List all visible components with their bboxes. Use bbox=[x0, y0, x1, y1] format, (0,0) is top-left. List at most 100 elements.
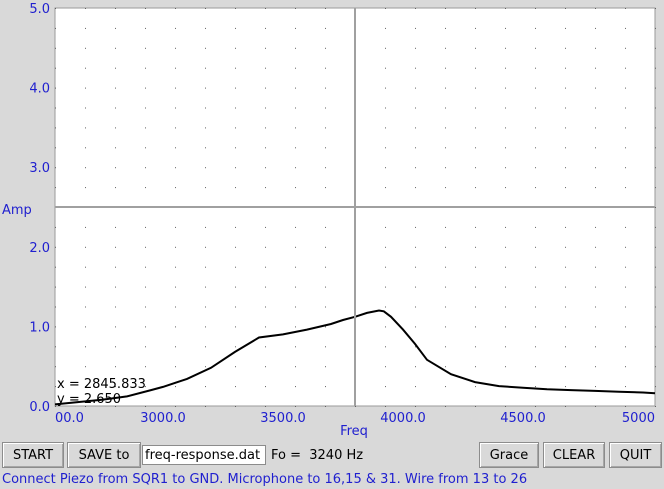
grid-dot bbox=[505, 226, 506, 228]
grid-dot bbox=[415, 87, 416, 89]
grid-dot bbox=[385, 27, 386, 29]
grid-dot bbox=[535, 286, 536, 288]
grid-dot bbox=[295, 187, 296, 189]
grid-dot bbox=[205, 306, 206, 308]
grid-dot bbox=[115, 8, 116, 9]
grid-dot bbox=[655, 226, 656, 228]
grid-dot bbox=[475, 87, 476, 89]
grid-dot bbox=[625, 167, 626, 169]
grid-dot bbox=[145, 107, 146, 109]
grid-dot bbox=[385, 226, 386, 228]
quit-button[interactable]: QUIT bbox=[609, 442, 662, 468]
grid-dot bbox=[205, 67, 206, 69]
grid-dot bbox=[175, 246, 176, 248]
grid-dot bbox=[145, 406, 146, 407]
grid-dot bbox=[565, 306, 566, 308]
clear-button[interactable]: CLEAR bbox=[543, 442, 605, 468]
x-tick-label: 4500.0 bbox=[500, 411, 546, 426]
grid-dot bbox=[445, 246, 446, 248]
grid-dot bbox=[655, 127, 656, 129]
grid-dot bbox=[655, 366, 656, 368]
grid-dot bbox=[595, 246, 596, 248]
grid-dot bbox=[475, 226, 476, 228]
grid-dot bbox=[175, 226, 176, 228]
grid-dot bbox=[445, 266, 446, 268]
grid-dot bbox=[625, 406, 626, 407]
grid-dot bbox=[115, 366, 116, 368]
grid-dot bbox=[235, 127, 236, 129]
grid-dot bbox=[595, 107, 596, 109]
grid-dot bbox=[655, 107, 656, 109]
x-tick-label: 5000 bbox=[622, 411, 655, 426]
grid-dot bbox=[265, 346, 266, 348]
grid-dot bbox=[115, 386, 116, 388]
start-button[interactable]: START bbox=[2, 442, 64, 468]
grid-dot bbox=[205, 187, 206, 189]
grid-dot bbox=[235, 386, 236, 388]
grid-dot bbox=[445, 346, 446, 348]
grid-dot bbox=[85, 346, 86, 348]
grid-dot bbox=[535, 386, 536, 388]
grid-dot bbox=[415, 286, 416, 288]
grid-dot bbox=[145, 226, 146, 228]
grid-dot bbox=[565, 87, 566, 89]
grid-dot bbox=[355, 406, 356, 407]
grid-dot bbox=[505, 266, 506, 268]
grid-dot bbox=[175, 167, 176, 169]
grid-dot bbox=[235, 187, 236, 189]
grid-dot bbox=[265, 47, 266, 49]
grid-dot bbox=[625, 27, 626, 29]
grid-dot bbox=[145, 346, 146, 348]
grid-dot bbox=[325, 147, 326, 149]
grid-dot bbox=[475, 127, 476, 129]
grid-dot bbox=[325, 107, 326, 109]
grid-dot bbox=[265, 386, 266, 388]
grid-dot bbox=[115, 107, 116, 109]
toolbar: START SAVE to Fo = 3240 Hz Grace CLEAR Q… bbox=[0, 440, 664, 470]
grid-dot bbox=[265, 286, 266, 288]
save-to-button[interactable]: SAVE to bbox=[67, 442, 141, 468]
grid-dot bbox=[175, 147, 176, 149]
grid-dot bbox=[145, 8, 146, 9]
grid-dot bbox=[565, 266, 566, 268]
grid-dot bbox=[85, 286, 86, 288]
grid-dot bbox=[115, 226, 116, 228]
grid-dot bbox=[595, 27, 596, 29]
x-tick-labels: 00.0 3000.0 3500.0 4000.0 4500.0 5000 bbox=[55, 411, 655, 426]
grid-dot bbox=[85, 246, 86, 248]
grid-dot bbox=[565, 187, 566, 189]
grid-dot bbox=[625, 187, 626, 189]
grid-dot bbox=[385, 147, 386, 149]
grid-dot bbox=[115, 346, 116, 348]
grid-dot bbox=[295, 306, 296, 308]
grid-dot bbox=[115, 286, 116, 288]
grid-dot bbox=[325, 47, 326, 49]
grid-dot bbox=[175, 47, 176, 49]
grid-dot bbox=[235, 246, 236, 248]
grid-dot bbox=[175, 8, 176, 9]
grid-dot bbox=[115, 127, 116, 129]
grid-dot bbox=[445, 107, 446, 109]
grid-dot bbox=[145, 326, 146, 328]
frequency-response-chart[interactable]: 0.0 1.0 2.0 3.0 4.0 5.0 00.0 3000.0 3500.0 4000.… bbox=[0, 0, 664, 440]
grid-dot bbox=[385, 187, 386, 189]
grid-dot bbox=[295, 226, 296, 228]
plot-area[interactable]: 0.0 1.0 2.0 3.0 4.0 5.0 00.0 3000.0 3500.0 4000.… bbox=[0, 0, 664, 440]
x-tick-label: 3000.0 bbox=[140, 411, 186, 426]
grid-dot bbox=[475, 67, 476, 69]
grid-dot bbox=[235, 147, 236, 149]
grid-dot bbox=[55, 8, 56, 9]
grid-dot bbox=[295, 67, 296, 69]
grid-dot bbox=[85, 47, 86, 49]
grid-dot bbox=[655, 207, 656, 208]
grid-dot bbox=[235, 326, 236, 328]
grid-dot bbox=[265, 366, 266, 368]
grid-dot bbox=[325, 266, 326, 268]
grid-dot bbox=[205, 266, 206, 268]
grid-dot bbox=[55, 266, 56, 268]
grid-dot bbox=[85, 366, 86, 368]
grid-dot bbox=[415, 306, 416, 308]
filename-input[interactable] bbox=[142, 445, 266, 465]
grace-button[interactable]: Grace bbox=[479, 442, 539, 468]
grid-dot bbox=[145, 67, 146, 69]
